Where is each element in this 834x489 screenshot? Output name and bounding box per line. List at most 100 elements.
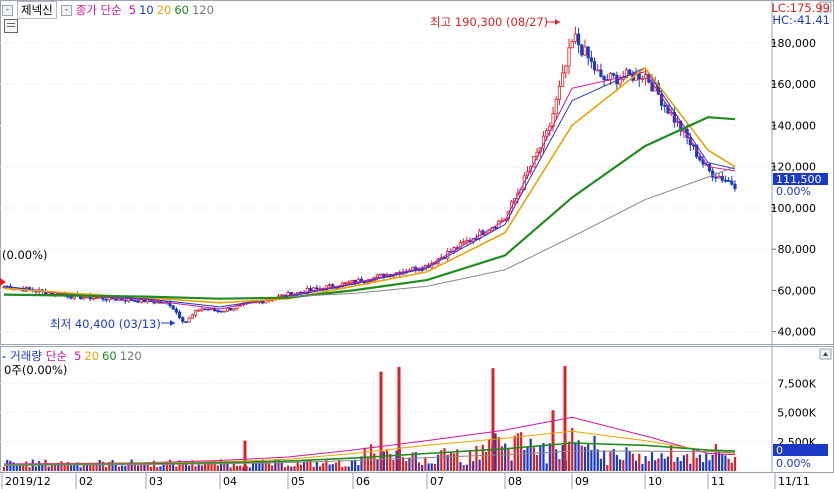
volume-bar (18, 463, 22, 471)
candle-body (458, 242, 463, 249)
up-arrow-icon (823, 352, 828, 356)
volume-bar (271, 465, 274, 471)
volume-bar (535, 454, 539, 471)
volume-bar (708, 460, 711, 471)
candle-body (727, 179, 731, 182)
candle-body (583, 46, 587, 56)
candle-body (714, 176, 718, 179)
current-pct-text: 0.00% (776, 185, 811, 198)
volume-bar (127, 463, 130, 471)
volume-bar (22, 463, 25, 471)
table-toggle-icon[interactable] (4, 19, 18, 33)
volume-bar (117, 466, 121, 471)
ma-legend: 5 10 20 60 120 (126, 3, 214, 17)
panel-scroll-up[interactable] (819, 1, 832, 13)
volume-bar (660, 453, 663, 471)
volume-label: 거래량 (10, 349, 42, 363)
volume-bar (561, 445, 564, 471)
volume-bar (95, 463, 98, 471)
volume-bar (682, 455, 686, 471)
volume-bar (606, 465, 609, 471)
candle-body (596, 69, 600, 72)
volume-bar (140, 463, 143, 471)
volume-bar (634, 460, 638, 471)
x-tick-label: 04 (223, 475, 237, 488)
ma-legend-5: 5 (74, 349, 82, 363)
volume-spike-bar (551, 410, 555, 471)
volume-bar (226, 462, 229, 471)
candle-body (174, 308, 178, 313)
candle-body (229, 307, 233, 311)
candle-body (493, 226, 498, 229)
ma-line-120 (287, 166, 736, 298)
volume-bar (344, 466, 347, 471)
volume-tick-label: 7,500K (777, 377, 816, 390)
minimize-icon[interactable]: - (2, 4, 13, 16)
volume-bar (47, 466, 50, 471)
volume-bar (53, 463, 57, 471)
volume-bar (670, 444, 673, 471)
volume-bar (98, 460, 101, 471)
volume-bar (587, 444, 590, 471)
volume-moving-averages (3, 416, 736, 466)
volume-bar (401, 457, 405, 471)
candle-body (104, 298, 108, 301)
volume-bar (341, 466, 344, 471)
volume-bar (475, 445, 478, 471)
volume-bar (302, 461, 306, 471)
volume-bar (232, 461, 235, 471)
candle-body (136, 300, 140, 303)
candle-body (420, 269, 424, 271)
volume-minimize-icon[interactable]: - (2, 349, 7, 363)
ma-legend-20: 20 (156, 3, 172, 17)
close-icon[interactable]: - (60, 4, 72, 16)
candle-body (567, 47, 571, 67)
candle-body (155, 301, 159, 304)
volume-bar (615, 454, 618, 471)
candle-body (152, 301, 156, 304)
candle-body (465, 240, 469, 243)
candle-body (123, 299, 127, 302)
volume-bar (354, 459, 357, 471)
candle-body (564, 65, 568, 74)
volume-bar (197, 464, 200, 471)
low-arrowhead (170, 320, 175, 326)
volume-bar (66, 461, 69, 471)
volume-bar (405, 461, 408, 471)
volume-bar (705, 453, 708, 471)
volume-bar (580, 445, 583, 471)
candle-body (171, 305, 175, 310)
x-tick-label: 10 (648, 475, 662, 488)
volume-bar (603, 450, 606, 471)
volume-bar (283, 467, 287, 471)
x-tick-label: 07 (430, 475, 444, 488)
volume-bar (69, 465, 73, 471)
volume-bar (382, 451, 385, 471)
candle-body (94, 297, 99, 300)
volume-bar (28, 467, 31, 471)
volume-bar (223, 463, 226, 471)
candle-body (573, 33, 577, 42)
candle-body (659, 93, 664, 106)
volume-bar (408, 457, 411, 471)
volume-bar (631, 453, 634, 471)
volume-bar (360, 456, 363, 471)
volume-bar (146, 462, 149, 471)
candle-body (91, 297, 95, 300)
price-header: - 제넥신 - 종가 단순 5 10 20 60 120 (2, 1, 214, 19)
volume-bar (210, 460, 213, 471)
volume-ma-line (3, 416, 736, 465)
volume-bar (513, 435, 516, 471)
candle-body (586, 46, 590, 59)
current-price-text: 111,500 (776, 173, 822, 186)
volume-bar (414, 452, 417, 471)
price-tick-label: 140,000 (771, 119, 817, 132)
volume-bar (101, 461, 105, 471)
stock-name[interactable]: 제넥신 (17, 1, 57, 19)
current-volume-text: 0 (776, 444, 783, 457)
candle-body (343, 282, 348, 284)
volume-bar (532, 447, 535, 471)
volume-bar (178, 460, 181, 471)
volume-bar (181, 464, 184, 471)
